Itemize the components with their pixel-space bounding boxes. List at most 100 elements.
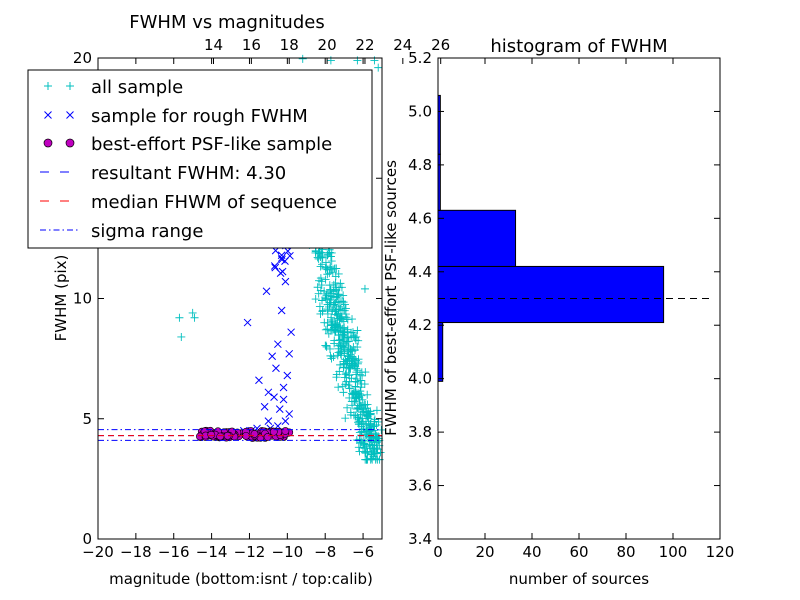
all-sample-point: [367, 450, 376, 459]
x-tick-label: −14: [196, 543, 228, 561]
all-sample-point: [326, 262, 335, 271]
all-sample-point: [175, 313, 184, 322]
y-tick-label: 3.6: [408, 477, 432, 495]
legend-marker: [44, 111, 52, 119]
rough-fwhm-point: [287, 328, 295, 337]
all-sample-point: [341, 355, 350, 364]
all-sample-point: [321, 275, 330, 284]
legend-label-all-sample: all sample: [91, 77, 183, 98]
all-sample-point: [341, 370, 350, 379]
all-sample-point: [359, 407, 368, 416]
all-sample-point: [321, 325, 330, 334]
all-sample-point: [318, 260, 327, 269]
scatter-legend: all sample sample for rough FWHM best-ef…: [27, 69, 373, 249]
y-tick-label: 5: [82, 410, 92, 428]
all-sample-point: [322, 342, 331, 351]
rough-fwhm-point: [255, 376, 263, 385]
rough-fwhm-point: [283, 247, 292, 256]
series-psf-like-sample: [196, 426, 294, 442]
histogram-title: histogram of FWHM: [490, 36, 667, 57]
all-sample-point: [361, 436, 370, 445]
all-sample-point: [339, 298, 348, 307]
all-sample-point: [343, 333, 352, 342]
all-sample-point: [298, 54, 307, 63]
all-sample-point: [353, 375, 362, 384]
all-sample-point: [351, 382, 360, 391]
all-sample-point: [339, 291, 348, 300]
all-sample-point: [316, 262, 325, 271]
all-sample-point: [322, 295, 331, 304]
all-sample-point: [350, 397, 359, 406]
all-sample-point: [363, 412, 372, 421]
all-sample-point: [354, 389, 363, 398]
all-sample-point: [177, 332, 186, 341]
all-sample-point: [371, 454, 380, 463]
all-sample-point: [353, 326, 362, 335]
all-sample-point: [322, 263, 331, 272]
all-sample-point: [361, 449, 370, 458]
all-sample-point: [353, 359, 362, 368]
y-tick-label: 5.2: [408, 49, 432, 67]
all-sample-point: [321, 293, 330, 302]
all-sample-point: [373, 437, 382, 446]
top-tick-label: 24: [393, 36, 412, 54]
all-sample-point: [363, 408, 372, 417]
all-sample-point: [348, 352, 357, 361]
all-sample-point: [316, 274, 325, 283]
x-tick-label: 60: [569, 543, 588, 561]
legend-label-median-fwhm: median FHWM of sequence: [91, 192, 337, 213]
all-sample-point: [318, 307, 327, 316]
x-tick-label: 0: [433, 543, 443, 561]
rough-fwhm-point: [268, 352, 277, 361]
all-sample-point: [327, 257, 336, 266]
top-tick-label: 16: [242, 36, 261, 54]
scatter-x-label: magnitude (bottom:isnt / top:calib): [109, 570, 373, 588]
all-sample-point: [315, 302, 324, 311]
all-sample-point: [332, 285, 341, 294]
all-sample-point: [330, 300, 339, 309]
all-sample-point: [341, 304, 350, 313]
all-sample-point: [322, 341, 331, 350]
x-tick-label: −18: [120, 543, 152, 561]
all-sample-point: [363, 448, 372, 457]
all-sample-point: [374, 63, 383, 72]
legend-label-resultant-fwhm: resultant FWHM: 4.30: [91, 163, 286, 184]
all-sample-point: [352, 405, 361, 414]
all-sample-point: [342, 377, 351, 386]
legend-label-psf-like: best-effort PSF-like sample: [91, 134, 332, 155]
rough-fwhm-point: [264, 388, 273, 397]
histogram-x-label: number of sources: [509, 570, 649, 588]
rough-fwhm-point: [279, 395, 288, 404]
psf-like-point: [281, 427, 290, 435]
all-sample-point: [339, 388, 348, 397]
all-sample-point: [354, 420, 363, 429]
legend-marker: [43, 138, 53, 148]
all-sample-point: [323, 309, 332, 318]
x-tick-label: −10: [272, 543, 304, 561]
all-sample-point: [336, 279, 345, 288]
rough-fwhm-point: [281, 277, 290, 286]
rough-fwhm-point: [262, 287, 271, 296]
legend-marker: [66, 82, 74, 90]
all-sample-point: [348, 361, 357, 370]
rough-fwhm-point: [272, 364, 280, 373]
all-sample-point: [356, 376, 365, 385]
all-sample-point: [326, 351, 335, 360]
rough-fwhm-point: [243, 318, 252, 327]
all-sample-point: [363, 390, 372, 399]
all-sample-point: [347, 345, 356, 354]
y-tick-label: 10: [73, 290, 92, 308]
top-tick-label: 18: [280, 36, 299, 54]
rough-fwhm-point: [275, 405, 284, 413]
scatter-y-label: FWHM (pix): [52, 255, 70, 342]
all-sample-point: [188, 308, 197, 317]
scatter-x-axis: −20 −18 −16 −14 −12 −10 −8 −6: [82, 58, 374, 561]
all-sample-point: [358, 418, 367, 427]
all-sample-point: [323, 270, 332, 279]
legend-marker: [65, 138, 75, 148]
rough-fwhm-point: [260, 402, 269, 411]
all-sample-point: [314, 289, 323, 298]
all-sample-point: [328, 268, 337, 277]
rough-fwhm-point: [281, 257, 289, 265]
y-tick-label: 4.8: [408, 156, 432, 174]
